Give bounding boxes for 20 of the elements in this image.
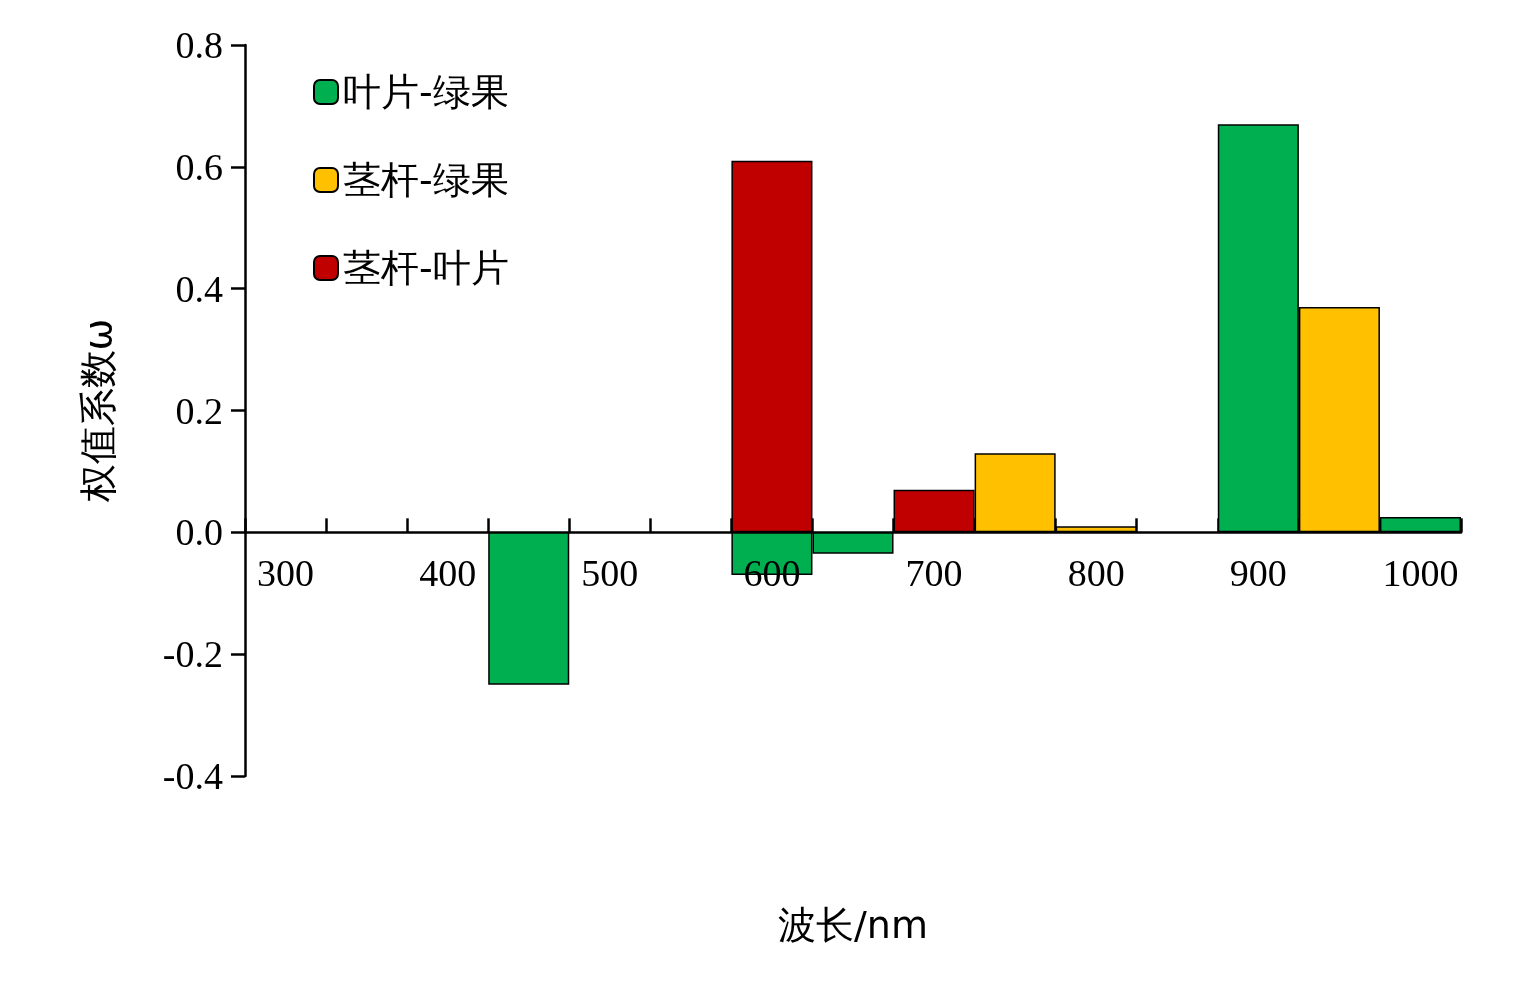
x-tick-label: 300	[257, 552, 315, 595]
y-tick-label: -0.4	[162, 755, 223, 797]
legend-label: 叶片-绿果	[343, 70, 509, 114]
x-tick-label: 900	[1229, 552, 1287, 595]
y-tick-label: 0.6	[175, 145, 223, 188]
y-tick-label: -0.2	[162, 633, 223, 676]
x-axis-title: 波长/nm	[778, 903, 928, 947]
y-tick-label: 0.2	[175, 389, 223, 432]
legend-label: 茎杆-绿果	[343, 158, 509, 202]
x-tick-label: 400	[419, 552, 477, 595]
legend-label: 茎杆-叶片	[343, 246, 509, 290]
x-tick-label: 800	[1067, 552, 1125, 595]
x-tick-label: 500	[581, 552, 639, 595]
x-tick-label: 600	[743, 552, 801, 595]
x-tick-label: 700	[905, 552, 963, 595]
y-tick-label: 0.0	[175, 511, 223, 554]
y-tick-label: 0.8	[175, 24, 223, 66]
x-tick-label: 1000	[1382, 552, 1459, 595]
y-tick-label: 0.4	[175, 267, 223, 310]
y-axis-title: 权值系数ω	[76, 318, 120, 504]
